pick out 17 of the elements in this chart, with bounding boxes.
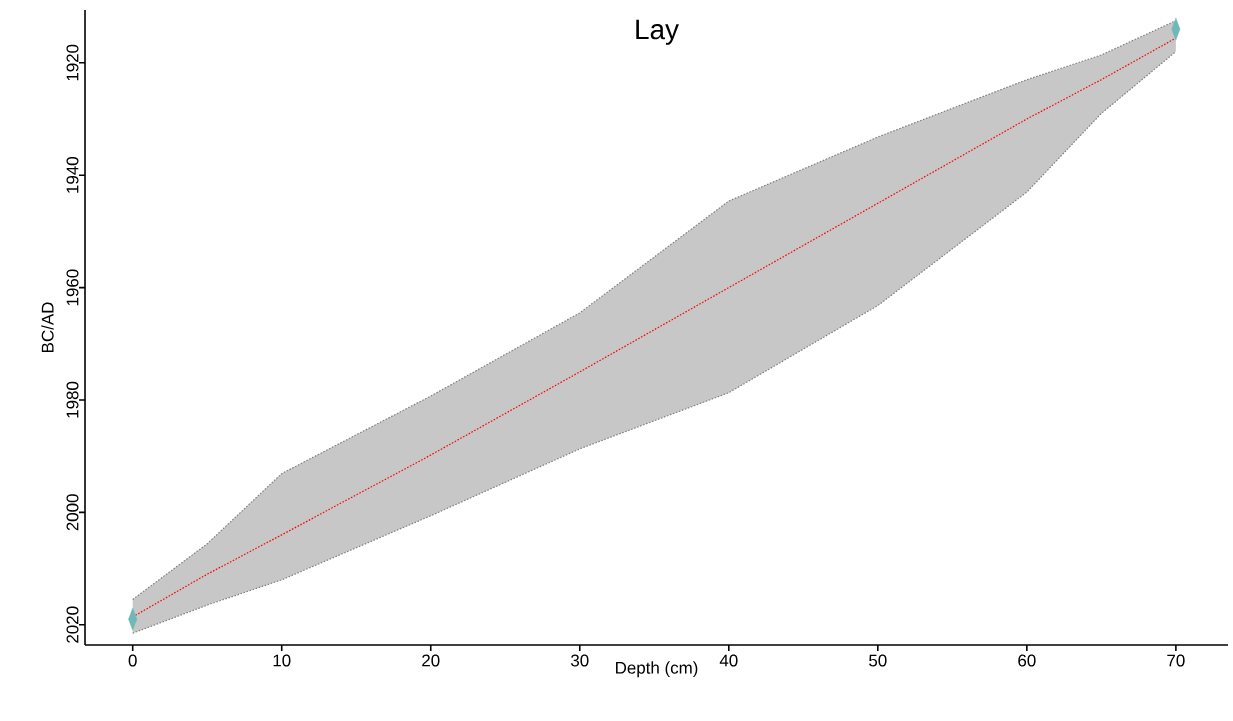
x-tick-label: 0 — [128, 654, 137, 667]
x-tick-label: 70 — [1167, 654, 1185, 667]
chart-title: Lay — [636, 19, 679, 45]
y-tick-label: 2020 — [66, 606, 79, 643]
x-tick-label: 40 — [719, 654, 738, 667]
y-tick-label: 1980 — [66, 381, 79, 418]
y-tick-label: 1940 — [66, 157, 79, 193]
y-tick-label: 1920 — [66, 44, 79, 81]
x-tick-label: 10 — [273, 654, 291, 667]
x-tick-label: 60 — [1018, 654, 1036, 667]
y-tick-label: 1960 — [66, 269, 79, 306]
x-axis-title: Depth (cm) — [616, 661, 698, 678]
x-tick-label: 50 — [869, 654, 887, 667]
y-tick-label: 2000 — [66, 494, 79, 531]
x-tick-label: 30 — [570, 654, 589, 667]
x-tick-label: 20 — [422, 654, 440, 667]
y-axis-title: BC/AD — [41, 302, 54, 352]
